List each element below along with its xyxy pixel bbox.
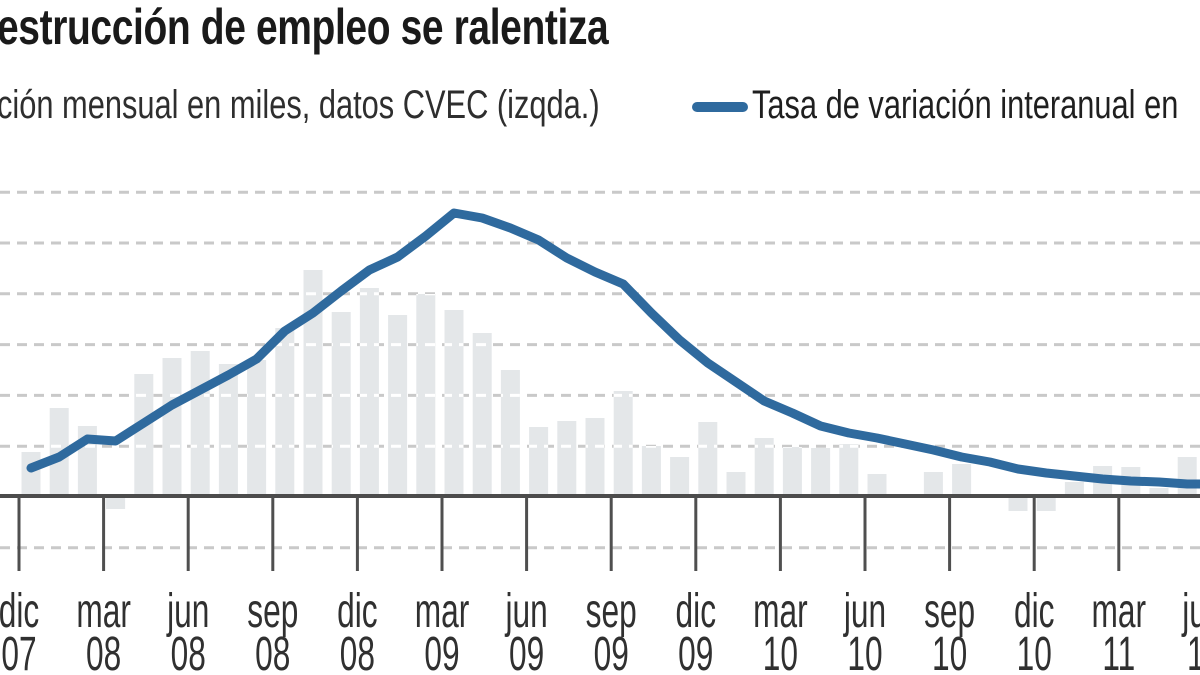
bar <box>472 333 492 497</box>
bar <box>359 288 379 497</box>
bar <box>1036 498 1056 511</box>
x-tick-label-year: 10 <box>847 626 882 675</box>
x-tick-label-year: 08 <box>340 626 375 675</box>
bar <box>106 498 126 509</box>
x-tick-label-year: 09 <box>678 626 713 675</box>
bar <box>388 315 408 497</box>
x-tick-label-year: 07 <box>1 626 36 675</box>
bar-series-label: ción mensual en miles, datos CVEC (izqda… <box>0 83 600 127</box>
bar <box>190 351 210 497</box>
x-tick-label-year: 11 <box>1187 626 1200 675</box>
bar <box>1177 457 1197 497</box>
x-tick-label-month: sep <box>586 583 637 637</box>
x-tick-label-year: 09 <box>509 626 544 675</box>
bar <box>444 310 464 497</box>
x-tick-label-year: 09 <box>424 626 459 675</box>
x-tick-label-year: 08 <box>86 626 121 675</box>
bar <box>952 464 972 497</box>
x-tick-label-month: jun <box>166 583 209 637</box>
x-tick-label-month: dic <box>676 583 716 637</box>
bar <box>275 328 295 497</box>
x-tick-label-year: 10 <box>763 626 798 675</box>
yoy-rate-line <box>26 208 1200 489</box>
bar <box>867 474 887 497</box>
bar <box>1149 488 1169 497</box>
x-tick-label-month: mar <box>76 583 131 637</box>
x-tick-label-year: 10 <box>932 626 967 675</box>
bar <box>811 448 831 497</box>
bar <box>218 364 238 497</box>
line-legend-swatch-icon <box>692 102 748 112</box>
x-tick-label-year: 08 <box>255 626 290 675</box>
x-tick-label-month: mar <box>415 583 470 637</box>
bar <box>162 358 182 497</box>
bar <box>247 360 267 497</box>
line-series-label: Tasa de variación interanual en <box>752 83 1179 127</box>
bar <box>1008 498 1028 511</box>
bar <box>641 446 661 497</box>
x-tick-label-month: jun <box>1181 583 1200 637</box>
x-tick-label-month: dic <box>1014 583 1054 637</box>
bar <box>698 422 718 497</box>
x-tick-label-year: 09 <box>594 626 629 675</box>
x-tick-label-year: 10 <box>1017 626 1052 675</box>
bar <box>1064 482 1084 497</box>
x-tick-label-month: mar <box>1092 583 1147 637</box>
bar <box>134 374 154 497</box>
bar <box>839 444 859 497</box>
bar <box>782 447 802 497</box>
x-tick-label-month: dic <box>337 583 377 637</box>
bar <box>529 427 549 497</box>
x-tick-label-year: 08 <box>171 626 206 675</box>
x-tick-label-month: jun <box>505 583 548 637</box>
bar <box>21 452 41 497</box>
x-tick-label-month: sep <box>247 583 298 637</box>
x-tick-label-month: jun <box>843 583 886 637</box>
bar <box>500 370 520 497</box>
x-tick-label-year: 11 <box>1102 626 1135 675</box>
chart-title: estrucción de empleo se ralentiza <box>0 0 609 55</box>
bar <box>726 472 746 497</box>
x-tick-label-month: sep <box>924 583 975 637</box>
bar <box>923 472 943 497</box>
bar <box>331 312 351 497</box>
x-axis-labels: dic07mar08jun08sep08dic08mar09jun09sep09… <box>0 583 1200 675</box>
bar <box>613 391 633 497</box>
x-tick-label-month: mar <box>753 583 808 637</box>
x-tick-label-month: dic <box>0 583 39 637</box>
bar <box>670 457 690 497</box>
bar <box>754 438 774 497</box>
bar <box>585 418 605 497</box>
x-axis-ticks <box>17 497 1121 571</box>
bar <box>557 421 577 497</box>
bar <box>303 270 323 497</box>
